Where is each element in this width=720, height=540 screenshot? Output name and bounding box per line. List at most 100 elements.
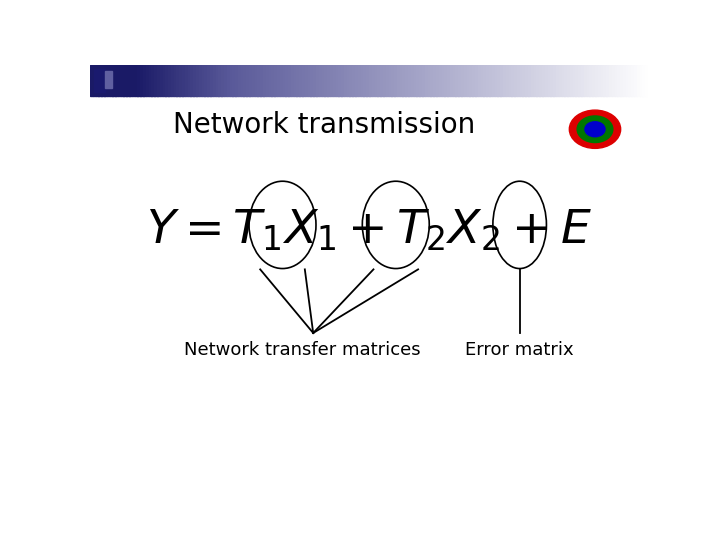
Bar [447, 65, 451, 96]
Bar [581, 65, 585, 96]
Bar [478, 65, 481, 96]
Bar [285, 65, 289, 96]
Bar [634, 65, 637, 96]
Bar [517, 65, 521, 96]
Bar [310, 65, 314, 96]
Bar [202, 65, 205, 96]
Bar [255, 65, 258, 96]
Bar [472, 65, 476, 96]
Bar [464, 65, 467, 96]
Bar [240, 65, 244, 96]
Bar [459, 65, 462, 96]
Bar [562, 65, 565, 96]
Bar [297, 65, 300, 96]
Bar [316, 65, 320, 96]
Bar [319, 65, 322, 96]
Bar [213, 65, 216, 96]
Bar [422, 65, 426, 96]
Bar [246, 65, 250, 96]
Bar [372, 65, 375, 96]
Bar [500, 65, 503, 96]
Bar [545, 65, 548, 96]
Bar [271, 65, 275, 96]
Bar [260, 65, 264, 96]
Bar [606, 65, 610, 96]
Bar [93, 65, 96, 96]
Bar [176, 65, 180, 96]
Bar [151, 65, 155, 96]
Bar [547, 65, 551, 96]
Bar [126, 65, 130, 96]
Bar [567, 65, 570, 96]
Bar [302, 65, 305, 96]
Bar [157, 65, 161, 96]
Bar [227, 65, 230, 96]
Bar [416, 65, 420, 96]
Bar [377, 65, 381, 96]
Bar [587, 65, 590, 96]
Bar [238, 65, 241, 96]
Bar [492, 65, 495, 96]
Bar [508, 65, 512, 96]
Bar [559, 65, 562, 96]
Bar [207, 65, 210, 96]
Bar [620, 65, 624, 96]
Bar [129, 65, 132, 96]
Bar [425, 65, 428, 96]
Bar [394, 65, 397, 96]
Bar [419, 65, 423, 96]
Bar [313, 65, 317, 96]
Bar [489, 65, 492, 96]
Text: $\mathit{Y} = \mathit{T}_1\mathit{X}_1 + \mathit{T}_2\mathit{X}_2 + \mathit{E}$: $\mathit{Y} = \mathit{T}_1\mathit{X}_1 +… [146, 208, 592, 254]
Bar [526, 65, 528, 96]
Bar [397, 65, 400, 96]
Bar [505, 65, 509, 96]
Bar [277, 65, 280, 96]
Bar [138, 65, 141, 96]
Bar [96, 65, 99, 96]
Bar [143, 65, 146, 96]
Bar [536, 65, 540, 96]
Bar [124, 65, 127, 96]
Bar [444, 65, 448, 96]
Bar [94, 69, 104, 92]
Bar [481, 65, 484, 96]
Bar [148, 65, 152, 96]
Bar [101, 65, 104, 96]
Bar [556, 65, 559, 96]
Bar [612, 65, 615, 96]
Bar [539, 65, 543, 96]
Bar [637, 65, 640, 96]
Bar [609, 65, 612, 96]
Bar [115, 65, 119, 96]
Bar [160, 65, 163, 96]
Bar [364, 65, 366, 96]
Bar [603, 65, 607, 96]
Bar [252, 65, 255, 96]
Bar [349, 65, 353, 96]
Bar [163, 65, 166, 96]
Bar [389, 65, 392, 96]
Bar [121, 65, 124, 96]
Bar [578, 65, 582, 96]
Bar [166, 65, 168, 96]
Bar [453, 65, 456, 96]
Bar [392, 65, 395, 96]
Bar [598, 65, 601, 96]
Bar [154, 65, 158, 96]
Bar [300, 65, 302, 96]
Bar [174, 65, 177, 96]
Bar [523, 65, 526, 96]
Bar [107, 65, 110, 96]
Bar [145, 65, 149, 96]
Bar [402, 65, 406, 96]
Bar [617, 65, 621, 96]
Bar [221, 65, 225, 96]
Circle shape [570, 110, 621, 148]
Bar [615, 65, 618, 96]
Bar [215, 65, 219, 96]
Bar [542, 65, 545, 96]
Bar [352, 65, 356, 96]
Bar [564, 65, 567, 96]
Bar [366, 65, 369, 96]
